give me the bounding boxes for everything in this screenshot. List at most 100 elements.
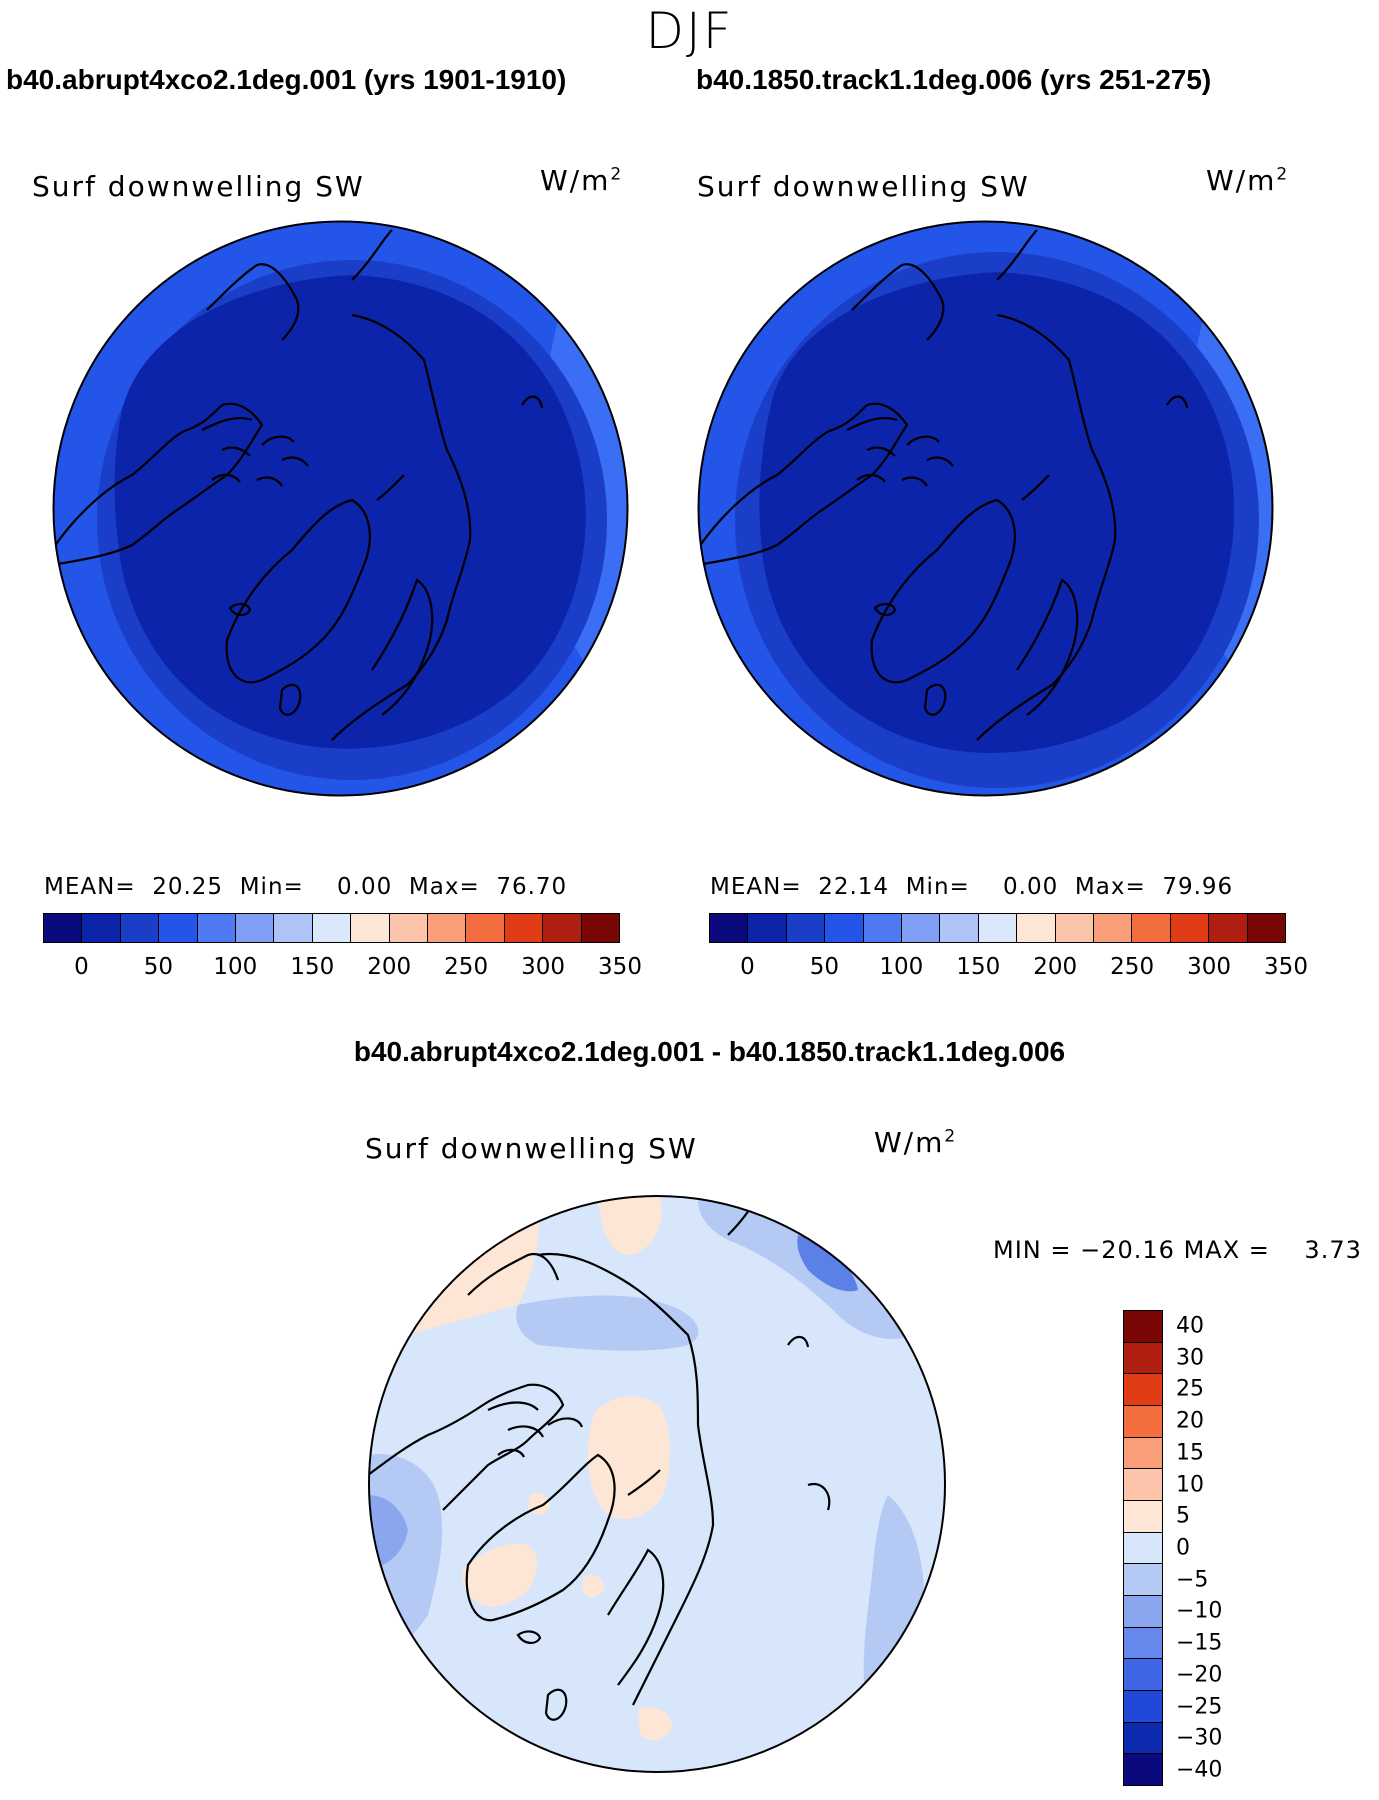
difference-title: b40.abrupt4xco2.1deg.001 - b40.1850.trac…	[353, 1036, 1066, 1067]
colorbar-swatch	[543, 914, 582, 942]
colorbar-tick-label: 25	[1176, 1376, 1204, 1402]
colorbar-swatch	[1132, 914, 1171, 942]
difference-coastline-east-inlet	[807, 1482, 831, 1511]
colorbar-tick-label: 100	[879, 954, 924, 980]
difference-minmax: MIN = −20.16 MAX = 3.73	[993, 1236, 1362, 1264]
difference-coastline-alaska	[467, 1252, 560, 1296]
panel-2-inner-band	[759, 272, 1235, 753]
panel-1-coastline-caspian	[521, 395, 544, 409]
colorbar-tick-label: 0	[74, 954, 89, 980]
colorbar-tick-label: 350	[1264, 954, 1308, 980]
colorbar-tick-label: 100	[213, 954, 258, 980]
difference-units: W/m2	[874, 1126, 958, 1159]
colorbar-swatch	[1124, 1596, 1162, 1628]
colorbar-tick-label: 250	[1110, 954, 1155, 980]
colorbar-swatch	[748, 914, 787, 942]
colorbar-swatch	[863, 914, 903, 942]
colorbar-swatch	[351, 914, 390, 942]
colorbar-tick-label: 50	[143, 954, 174, 980]
colorbar-swatch	[1124, 1469, 1162, 1502]
colorbar-swatch	[978, 914, 1018, 942]
difference-neg-region-northeast	[698, 1198, 913, 1339]
colorbar-tick-label: 0	[1176, 1535, 1190, 1561]
panel-2-coastline-novaya-zemlya	[1021, 474, 1050, 501]
panel-1-case-title: b40.abrupt4xco2.1deg.001 (yrs 1901-1910)	[6, 64, 567, 95]
difference-coastline-greenland	[465, 1453, 616, 1622]
difference-coastline-iceland	[516, 1630, 542, 1644]
panel-1-coastline-kamchatka	[351, 229, 393, 281]
colorbar-tick-label: −25	[1176, 1694, 1223, 1720]
panel-2-coastline-canada	[698, 402, 909, 567]
difference-pos-region-south	[638, 1707, 673, 1741]
colorbar-swatch	[1124, 1501, 1162, 1533]
colorbar-swatch	[710, 914, 749, 942]
colorbar-swatch	[389, 914, 429, 942]
colorbar-tick-label: 10	[1176, 1472, 1204, 1498]
colorbar-swatch	[466, 914, 505, 942]
difference-coastline-novaya-zemlya	[627, 1469, 661, 1496]
panel-1-field-label: Surf downwelling SW	[32, 170, 365, 203]
panel-2-coastline-eurasia	[976, 313, 1117, 741]
colorbar-swatch	[581, 914, 620, 942]
colorbar-tick-label: 300	[521, 954, 566, 980]
panel-2-coastline-caspian	[1166, 395, 1189, 409]
panel-2-coastline-britain	[923, 683, 947, 716]
colorbar-swatch	[1170, 914, 1210, 942]
colorbar-swatch	[274, 914, 313, 942]
colorbar-swatch	[1124, 1722, 1162, 1755]
panel-2-coastline-archipelago	[846, 416, 954, 487]
colorbar-tick-label: 300	[1187, 954, 1232, 980]
difference-coastline-caspian	[787, 1335, 810, 1348]
panel-1-units: W/m2	[540, 164, 624, 197]
colorbar-swatch	[1124, 1659, 1162, 1692]
difference-coastline-scandinavia	[607, 1548, 665, 1686]
panel-2-case-title: b40.1850.track1.1deg.006 (yrs 251-275)	[696, 64, 1212, 95]
panel-1-coastline-britain	[278, 683, 302, 716]
colorbar-tick-label: 350	[598, 954, 642, 980]
colorbar-swatch	[940, 914, 979, 942]
season-title: DJF	[645, 2, 734, 60]
difference-neg-region-west-core	[369, 1495, 408, 1570]
difference-pos-region-greenland	[462, 1543, 538, 1607]
colorbar-tick-label: −30	[1176, 1725, 1223, 1751]
colorbar-tick-label: 250	[444, 954, 489, 980]
colorbar-tick-label: 150	[290, 954, 335, 980]
colorbar-swatch	[428, 914, 467, 942]
colorbar-swatch	[1124, 1406, 1162, 1438]
colorbar-tick-label: −20	[1176, 1662, 1223, 1688]
panel-2-units: W/m2	[1206, 164, 1290, 197]
panel-2-colorbar	[709, 913, 1286, 943]
colorbar-swatch	[82, 914, 121, 942]
difference-map	[368, 1195, 946, 1773]
panel-1-coastline-iceland	[228, 603, 252, 617]
panel-2-coastline-greenland	[870, 498, 1016, 684]
colorbar-swatch	[1124, 1691, 1162, 1723]
colorbar-swatch	[1017, 914, 1056, 942]
panel-1-coastline-archipelago	[201, 416, 309, 487]
colorbar-swatch	[504, 914, 544, 942]
colorbar-tick-label: 20	[1176, 1408, 1204, 1434]
colorbar-swatch	[1124, 1627, 1162, 1660]
panel-1-coastline-scandinavia	[371, 578, 434, 716]
colorbar-swatch	[1124, 1437, 1162, 1470]
colorbar-tick-label: 50	[809, 954, 840, 980]
colorbar-swatch	[159, 914, 198, 942]
difference-field-label: Surf downwelling SW	[365, 1132, 698, 1165]
difference-neg-region-east-rim	[863, 1495, 924, 1715]
colorbar-swatch	[312, 914, 352, 942]
difference-coastline-canada	[369, 1383, 565, 1511]
panel-1-coastline-alaska	[206, 263, 300, 341]
panel-1-coastline-canada	[53, 402, 264, 567]
colorbar-swatch	[902, 914, 941, 942]
colorbar-tick-label: −5	[1176, 1567, 1209, 1593]
colorbar-swatch	[1124, 1754, 1162, 1786]
colorbar-tick-label: 30	[1176, 1345, 1204, 1371]
colorbar-swatch	[1247, 914, 1286, 942]
colorbar-swatch	[1209, 914, 1248, 942]
colorbar-swatch	[1124, 1311, 1162, 1343]
colorbar-swatch	[197, 914, 237, 942]
difference-neg-region-north	[516, 1295, 699, 1351]
panel-1-inner-band	[114, 275, 586, 749]
colorbar-swatch	[44, 914, 83, 942]
difference-pos-region-small-2	[582, 1574, 604, 1597]
